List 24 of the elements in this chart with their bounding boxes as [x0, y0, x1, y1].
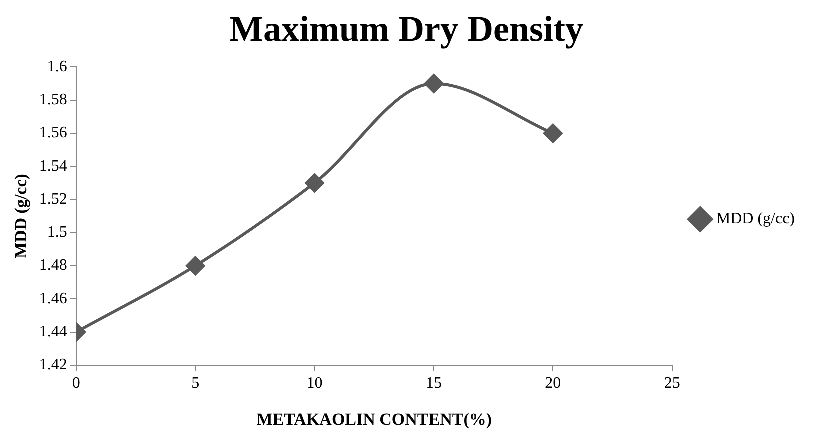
y-tick-label: 1.54: [39, 158, 68, 175]
x-tick-label: 20: [545, 375, 562, 392]
x-tick-label: 10: [306, 375, 323, 392]
y-axis-title: MDD (g/cc): [12, 174, 31, 259]
y-tick-label: 1.42: [39, 356, 68, 374]
chart-title: Maximum Dry Density: [230, 8, 584, 49]
point: [186, 256, 206, 276]
y-tick-label: 1.5: [47, 224, 68, 242]
y-tick-label: 1.44: [39, 323, 68, 340]
x-tick-label: 15: [426, 375, 442, 392]
y-tick-label: 1.56: [39, 124, 68, 142]
y-tick-label: 1.46: [39, 290, 68, 308]
point: [305, 174, 324, 193]
y-tick-label: 1.6: [47, 58, 68, 76]
x-tick-label: 5: [192, 375, 200, 392]
point: [544, 124, 563, 143]
point: [424, 74, 444, 94]
legend-label: MDD (g/cc): [716, 210, 795, 228]
x-tick-label: 0: [72, 375, 80, 392]
x-tick-label: 25: [664, 375, 680, 392]
y-tick-label: 1.48: [39, 257, 68, 274]
y-tick-label: 1.52: [39, 190, 68, 208]
y-tick-label: 1.58: [39, 92, 68, 109]
x-axis-title: METAKAOLIN CONTENT(%): [256, 410, 492, 430]
